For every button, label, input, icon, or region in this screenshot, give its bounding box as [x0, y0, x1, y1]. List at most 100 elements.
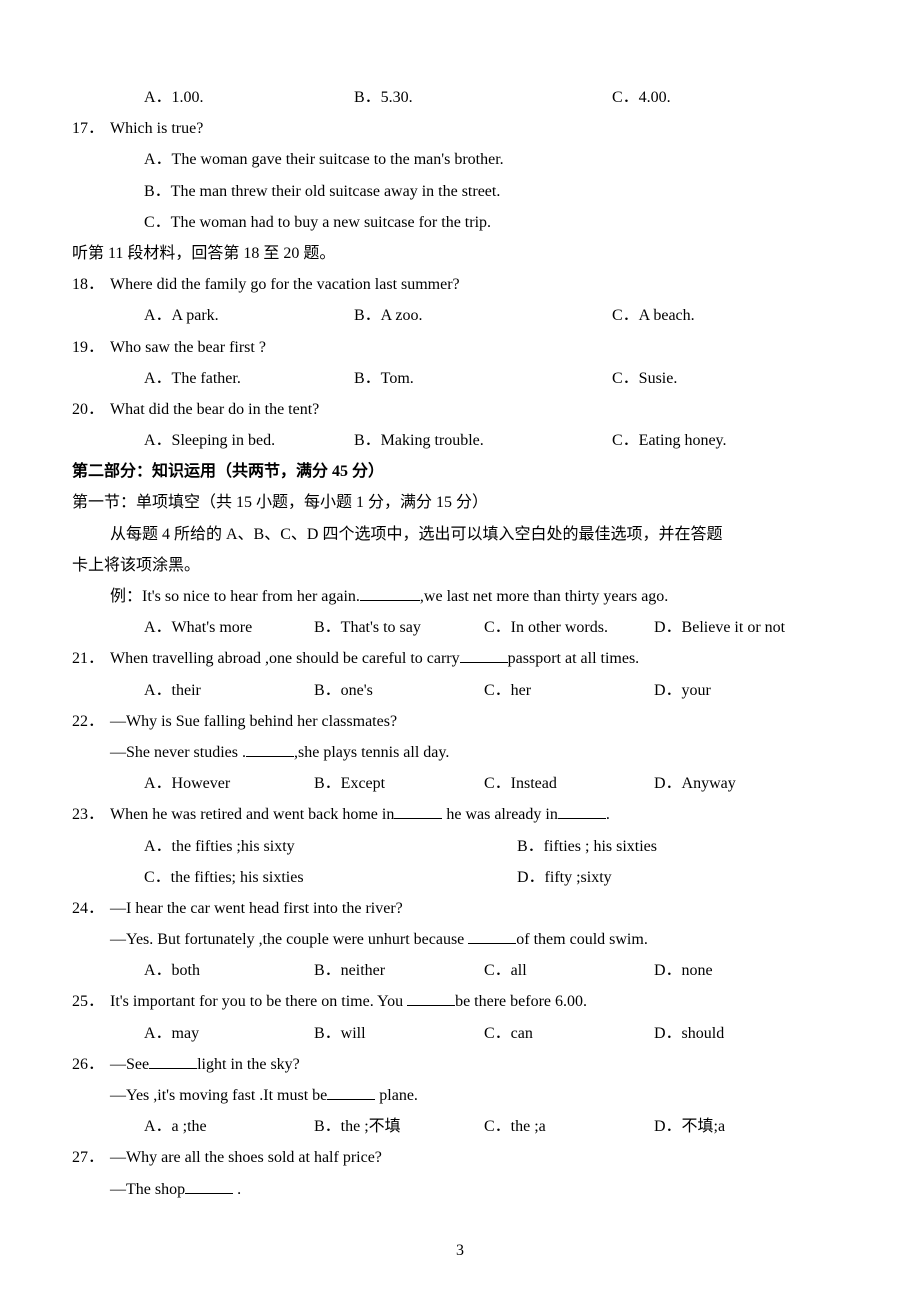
section2-instr-line2: 卡上将该项涂黑。	[72, 550, 848, 581]
q20-text: What did the bear do in the tent?	[110, 394, 319, 425]
q22-line2: —She never studies .,she plays tennis al…	[72, 737, 848, 768]
q18: 18． Where did the family go for the vaca…	[72, 269, 848, 300]
q20: 20． What did the bear do in the tent?	[72, 394, 848, 425]
q22-opt-b: B．Except	[314, 768, 484, 799]
q26-opt-a: A．a ;the	[144, 1111, 314, 1142]
q19-opt-c: C．Susie.	[612, 363, 812, 394]
section2-title: 第二部分：知识运用（共两节，满分 45 分）	[72, 456, 848, 487]
q22-opt-c: C．Instead	[484, 768, 654, 799]
q25-number: 25．	[72, 986, 110, 1017]
q18-opt-c: C．A beach.	[612, 300, 812, 331]
q22-options: A．However B．Except C．Instead D．Anyway	[72, 768, 848, 799]
q17-opt-c: C．The woman had to buy a new suitcase fo…	[72, 207, 848, 238]
q19: 19． Who saw the bear first ?	[72, 332, 848, 363]
blank	[460, 648, 508, 663]
q23: 23． When he was retired and went back ho…	[72, 799, 848, 830]
blank	[149, 1053, 197, 1068]
blank	[246, 742, 294, 757]
q26-number: 26．	[72, 1049, 110, 1080]
q23-opt-d: D．fifty ;sixty	[517, 862, 612, 893]
q20-number: 20．	[72, 394, 110, 425]
q26-line2: —Yes ,it's moving fast .It must be plane…	[72, 1080, 848, 1111]
q23-opt-c: C．the fifties; his sixties	[144, 862, 517, 893]
q17-opt-b: B．The man threw their old suitcase away …	[72, 176, 848, 207]
blank	[185, 1178, 233, 1193]
q26-opt-b: B．the ;不填	[314, 1111, 484, 1142]
q25-options: A．may B．will C．can D．should	[72, 1018, 848, 1049]
q24-opt-c: C．all	[484, 955, 654, 986]
q16-opt-a: A．1.00.	[144, 82, 354, 113]
q23-options-row1: A．the fifties ;his sixty B．fifties ; his…	[72, 831, 848, 862]
q24-opt-b: B．neither	[314, 955, 484, 986]
blank	[558, 804, 606, 819]
example-opt-b: B．That's to say	[314, 612, 484, 643]
blank	[468, 929, 516, 944]
q27-number: 27．	[72, 1142, 110, 1173]
q23-text: When he was retired and went back home i…	[110, 799, 610, 830]
q25-opt-a: A．may	[144, 1018, 314, 1049]
q27: 27． —Why are all the shoes sold at half …	[72, 1142, 848, 1173]
listen-section-11: 听第 11 段材料，回答第 18 至 20 题。	[72, 238, 848, 269]
blank	[394, 804, 442, 819]
q19-text: Who saw the bear first ?	[110, 332, 266, 363]
q24-options: A．both B．neither C．all D．none	[72, 955, 848, 986]
q21-opt-b: B．one's	[314, 675, 484, 706]
q22-opt-a: A．However	[144, 768, 314, 799]
q17-number: 17．	[72, 113, 110, 144]
q20-opt-b: B．Making trouble.	[354, 425, 612, 456]
example-pre: 例：It's so nice to hear from her again.	[110, 588, 360, 605]
q18-options: A．A park. B．A zoo. C．A beach.	[72, 300, 848, 331]
q26-opt-d: D．不填;a	[654, 1111, 725, 1142]
section2-subtitle: 第一节：单项填空（共 15 小题，每小题 1 分，满分 15 分）	[72, 487, 848, 518]
q16-opt-b: B．5.30.	[354, 82, 612, 113]
example-opt-c: C．In other words.	[484, 612, 654, 643]
q24-opt-a: A．both	[144, 955, 314, 986]
section2-instr-line1: 从每题 4 所给的 A、B、C、D 四个选项中，选出可以填入空白处的最佳选项，并…	[72, 519, 848, 550]
q23-number: 23．	[72, 799, 110, 830]
q18-opt-a: A．A park.	[144, 300, 354, 331]
q25-text: It's important for you to be there on ti…	[110, 986, 587, 1017]
example-options: A．What's more B．That's to say C．In other…	[72, 612, 848, 643]
q16-options: A．1.00. B．5.30. C．4.00.	[72, 82, 848, 113]
q24-line2: —Yes. But fortunately ,the couple were u…	[72, 924, 848, 955]
q26-options: A．a ;the B．the ;不填 C．the ;a D．不填;a	[72, 1111, 848, 1142]
q24: 24． —I hear the car went head first into…	[72, 893, 848, 924]
q27-line1: —Why are all the shoes sold at half pric…	[110, 1142, 382, 1173]
q21: 21． When travelling abroad ,one should b…	[72, 643, 848, 674]
q22-line1: —Why is Sue falling behind her classmate…	[110, 706, 397, 737]
q20-options: A．Sleeping in bed. B．Making trouble. C．E…	[72, 425, 848, 456]
q26: 26． —Seelight in the sky?	[72, 1049, 848, 1080]
q17: 17． Which is true?	[72, 113, 848, 144]
q20-opt-c: C．Eating honey.	[612, 425, 812, 456]
q19-options: A．The father. B．Tom. C．Susie.	[72, 363, 848, 394]
q24-number: 24．	[72, 893, 110, 924]
blank	[407, 991, 455, 1006]
q27-line2: —The shop .	[72, 1174, 848, 1205]
q19-number: 19．	[72, 332, 110, 363]
page-number: 3	[72, 1235, 848, 1266]
q26-line1: —Seelight in the sky?	[110, 1049, 300, 1080]
q25: 25． It's important for you to be there o…	[72, 986, 848, 1017]
q23-options-row2: C．the fifties; his sixties D．fifty ;sixt…	[72, 862, 848, 893]
example-post: ,we last net more than thirty years ago.	[420, 588, 668, 605]
q17-opt-a: A．The woman gave their suitcase to the m…	[72, 144, 848, 175]
q18-opt-b: B．A zoo.	[354, 300, 612, 331]
example-opt-d: D．Believe it or not	[654, 612, 785, 643]
q23-opt-a: A．the fifties ;his sixty	[144, 831, 517, 862]
q22: 22． —Why is Sue falling behind her class…	[72, 706, 848, 737]
q26-opt-c: C．the ;a	[484, 1111, 654, 1142]
example-opt-a: A．What's more	[144, 612, 314, 643]
q23-opt-b: B．fifties ; his sixties	[517, 831, 657, 862]
q22-opt-d: D．Anyway	[654, 768, 736, 799]
q21-opt-d: D．your	[654, 675, 711, 706]
q24-opt-d: D．none	[654, 955, 713, 986]
q21-opt-c: C．her	[484, 675, 654, 706]
q21-options: A．their B．one's C．her D．your	[72, 675, 848, 706]
q19-opt-a: A．The father.	[144, 363, 354, 394]
blank	[360, 586, 420, 601]
q18-text: Where did the family go for the vacation…	[110, 269, 460, 300]
q21-number: 21．	[72, 643, 110, 674]
example-line: 例：It's so nice to hear from her again. ,w…	[72, 581, 848, 612]
q22-number: 22．	[72, 706, 110, 737]
q24-line1: —I hear the car went head first into the…	[110, 893, 403, 924]
